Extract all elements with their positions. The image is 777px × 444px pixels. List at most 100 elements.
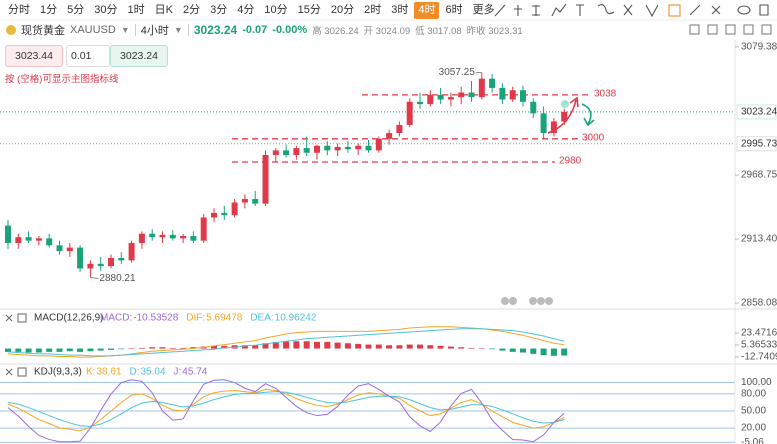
timeframe-button[interactable]: 更多: [472, 4, 495, 16]
macd-histogram-bar: [396, 345, 403, 349]
symbol-code[interactable]: XAUUSD: [70, 24, 116, 36]
macd-histogram-bar: [108, 348, 114, 350]
timeframe-button[interactable]: 3时: [391, 4, 409, 16]
indicator-line: [7, 328, 565, 357]
timeframe-button[interactable]: 分时: [8, 4, 30, 16]
separator: [134, 24, 136, 36]
candle-body: [200, 217, 207, 241]
chart-settings-icons[interactable]: [689, 24, 772, 35]
candle-body: [149, 233, 156, 238]
candle-body: [427, 94, 434, 105]
legend-value: 5.69478: [206, 313, 243, 324]
level-label: 2980: [559, 156, 582, 167]
timeframe-button[interactable]: 2时: [364, 4, 382, 16]
timeframe-button[interactable]: 5分: [67, 4, 85, 16]
candle-body: [35, 238, 42, 241]
candle-body: [355, 145, 362, 150]
timeframe-button[interactable]: 日K: [154, 4, 173, 16]
candle-body: [458, 92, 465, 98]
y-tick-label: 20.00: [741, 423, 766, 434]
macd-histogram-bar: [272, 341, 279, 349]
timeframe-button[interactable]: 10分: [264, 4, 288, 16]
open: 3024.09: [375, 26, 411, 37]
timeframe-button[interactable]: 2分: [182, 4, 201, 16]
macd-histogram-bar: [149, 347, 156, 349]
macd-histogram-bar: [417, 344, 423, 349]
candle-body: [231, 202, 238, 216]
dropdown-caret[interactable]: ▼: [120, 25, 130, 35]
y-tick-label: 50.00: [741, 406, 766, 417]
candle-body: [108, 258, 114, 267]
y-tick-label: 80.00: [741, 389, 766, 400]
hint-text: 按 (空格)可显示主图指标线: [5, 74, 119, 85]
price-label-box: [736, 136, 777, 152]
y-tick-label: 2913.40: [741, 234, 777, 245]
timeframe-button[interactable]: 4分: [237, 4, 255, 16]
macd-histogram-bar: [386, 345, 393, 349]
timeframe-button[interactable]: 20分: [330, 4, 355, 16]
candle-body: [478, 78, 485, 98]
symbol-name[interactable]: 现货黄金: [21, 25, 65, 37]
macd-histogram-bar: [437, 345, 444, 349]
drawing-tools[interactable]: [494, 3, 769, 18]
candle-body: [77, 247, 84, 269]
buy-button[interactable]: 3023.24: [110, 45, 168, 67]
candle-body: [489, 78, 496, 88]
candle-body: [180, 236, 187, 239]
quantity-input[interactable]: 0.01: [66, 45, 110, 67]
macd-histogram-bar: [447, 346, 454, 349]
macd-histogram-bar: [314, 341, 320, 349]
annotation-arrow-down: [581, 103, 592, 125]
macd-histogram-bar: [478, 348, 485, 350]
macd-histogram-bar: [241, 345, 248, 349]
macd-histogram-bar: [530, 348, 537, 354]
timeframe-button[interactable]: 6时: [445, 4, 463, 16]
macd-histogram-bar: [252, 345, 259, 349]
macd-histogram-bar: [211, 345, 217, 349]
level-label: 3000: [582, 132, 605, 143]
timeframe-button[interactable]: 15分: [297, 4, 321, 16]
timeframe-button[interactable]: 1分: [40, 4, 58, 16]
pane-close-icons[interactable]: [5, 313, 27, 377]
timeframe-button[interactable]: 4时: [414, 2, 440, 19]
annotation-arrowhead: [583, 117, 595, 127]
y-tick-label: 2968.75: [741, 170, 777, 181]
timeframe-button[interactable]: 30分: [94, 4, 118, 16]
price-label-box: [736, 104, 777, 120]
candle-body: [344, 146, 351, 150]
macd-histogram-bar: [46, 348, 53, 352]
low-label: 低: [415, 26, 425, 37]
macd-histogram-bar: [303, 341, 310, 349]
candle-body: [520, 90, 526, 102]
low-label: 2880.21: [99, 273, 136, 284]
low-marker: [90, 276, 99, 279]
candle-body: [211, 212, 217, 218]
pane-tools[interactable]: [501, 297, 553, 305]
period[interactable]: 4小时: [140, 25, 169, 37]
candle-body: [303, 148, 310, 153]
candle-body: [138, 233, 145, 243]
macd-histogram-bar: [489, 348, 496, 350]
candle-body: [396, 124, 403, 134]
legend-value: -10.53528: [133, 313, 178, 324]
last-price: 3023.24: [193, 23, 238, 37]
dropdown-caret[interactable]: ▼: [173, 25, 183, 35]
y-tick-label: 100.00: [741, 377, 772, 388]
prev-label: 昨收: [466, 26, 486, 37]
macd-histogram-bar: [365, 344, 372, 349]
timeframe-button[interactable]: 3分: [210, 4, 228, 16]
sell-button[interactable]: 3023.44: [5, 45, 63, 67]
y-tick-label: 5.36533: [741, 340, 777, 351]
macd-histogram-bar: [561, 348, 568, 356]
candle-body: [128, 242, 135, 261]
annotation-arrowhead: [569, 96, 579, 108]
candle-body: [190, 236, 197, 241]
timeframe-bar: 分时 1分 5分 30分 1时 日K 2分 3分 4分 10分 15分 20分 2时 3时 4时 6时 更多: [4, 2, 501, 19]
candle-body: [540, 113, 547, 134]
candle-body: [324, 145, 331, 151]
legend-label: K:: [86, 367, 95, 378]
timeframe-button[interactable]: 1时: [127, 4, 145, 16]
macd-histogram-bar: [159, 347, 166, 349]
high-label: 高: [312, 26, 322, 37]
